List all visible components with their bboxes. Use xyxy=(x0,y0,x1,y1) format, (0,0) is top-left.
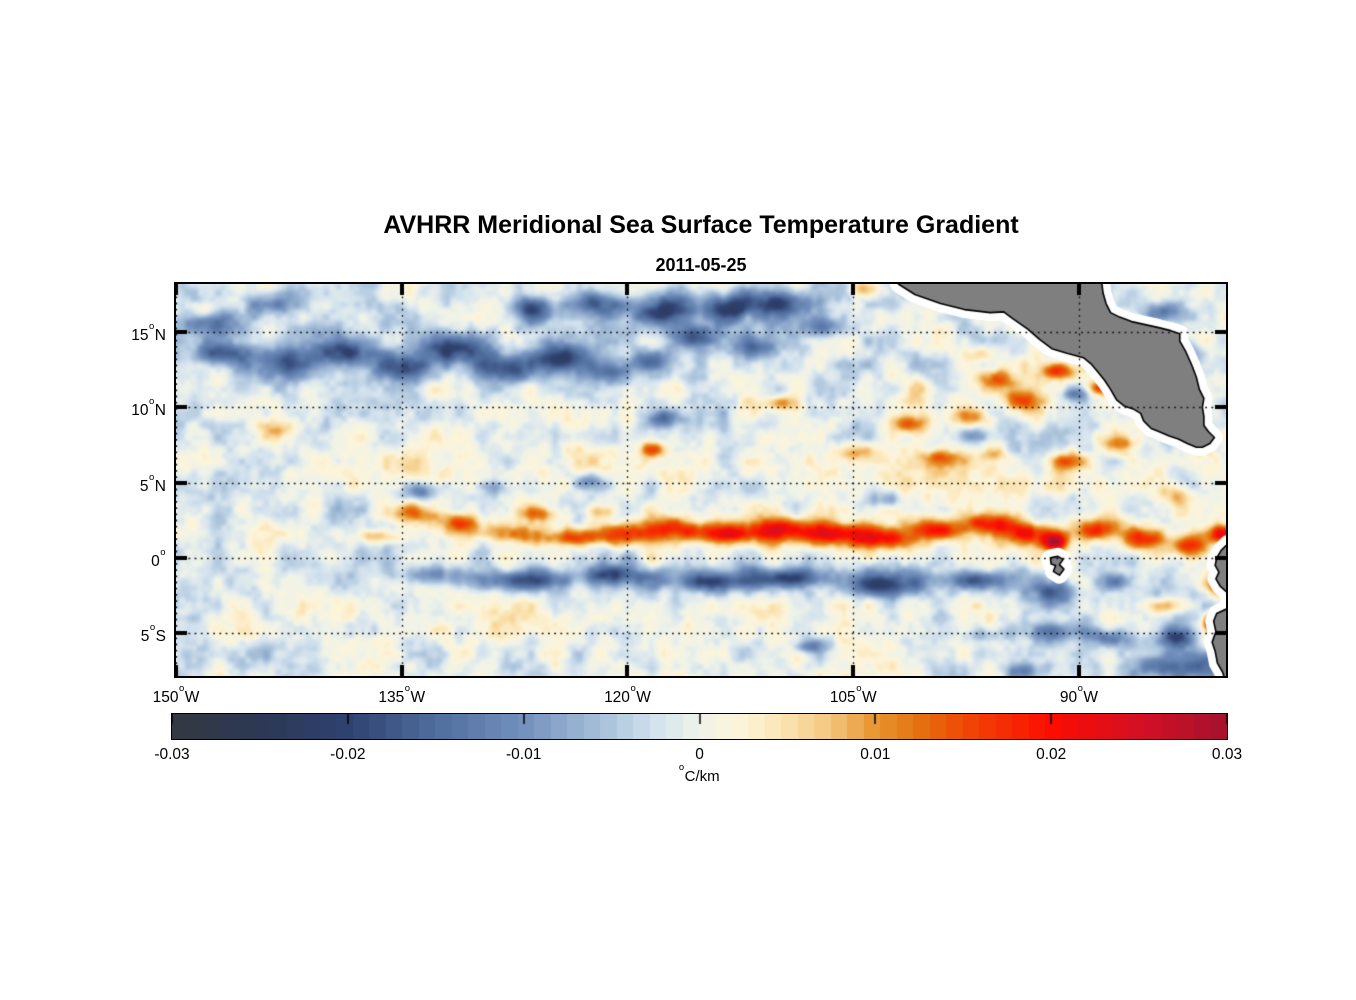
chart-title: AVHRR Meridional Sea Surface Temperature… xyxy=(383,211,1019,239)
colorbar-tick-label: 0.01 xyxy=(860,746,891,763)
y-tick-label: 0o xyxy=(151,546,166,571)
x-tick-label: 120oW xyxy=(604,683,651,707)
x-tick-label: 135oW xyxy=(378,683,426,707)
y-tick-label: 15oN xyxy=(131,321,166,345)
colorbar xyxy=(171,713,1228,740)
chart-subtitle: 2011-05-25 xyxy=(655,255,747,275)
sst-gradient-map-canvas xyxy=(176,284,1226,676)
colorbar-tick-label: 0.02 xyxy=(1036,746,1067,763)
colorbar-tick-label: 0.03 xyxy=(1211,746,1243,763)
colorbar-tick-label: 0 xyxy=(695,746,704,763)
x-tick-label: 105oW xyxy=(829,683,877,707)
colorbar-tick-label: -0.01 xyxy=(505,746,542,763)
y-tick-label: 5oS xyxy=(140,622,166,646)
y-tick-label: 5oN xyxy=(139,471,166,495)
map-axes xyxy=(174,282,1228,678)
colorbar-tick-label: -0.03 xyxy=(154,746,190,763)
x-tick-label: 150oW xyxy=(152,683,200,707)
colorbar-tick-label: -0.02 xyxy=(330,746,366,763)
colorbar-unit-label: oC/km xyxy=(678,762,720,785)
colorbar-canvas xyxy=(172,714,1227,739)
y-tick-label: 10oN xyxy=(131,396,166,420)
x-tick-label: 90oW xyxy=(1059,683,1099,707)
